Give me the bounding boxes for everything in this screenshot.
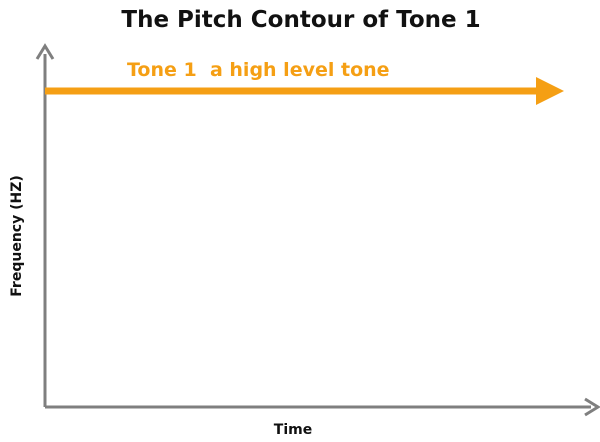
x-axis-arrowhead — [584, 397, 600, 417]
diagram-title: The Pitch Contour of Tone 1 — [121, 7, 480, 33]
tone-1-contour-arrowhead — [536, 77, 564, 105]
x-axis-label: Time — [274, 422, 312, 438]
y-axis-arrowhead — [35, 43, 55, 60]
tone-1-label: Tone 1 a high level tone — [127, 59, 390, 81]
y-axis-label: Frequency (HZ) — [9, 175, 25, 296]
